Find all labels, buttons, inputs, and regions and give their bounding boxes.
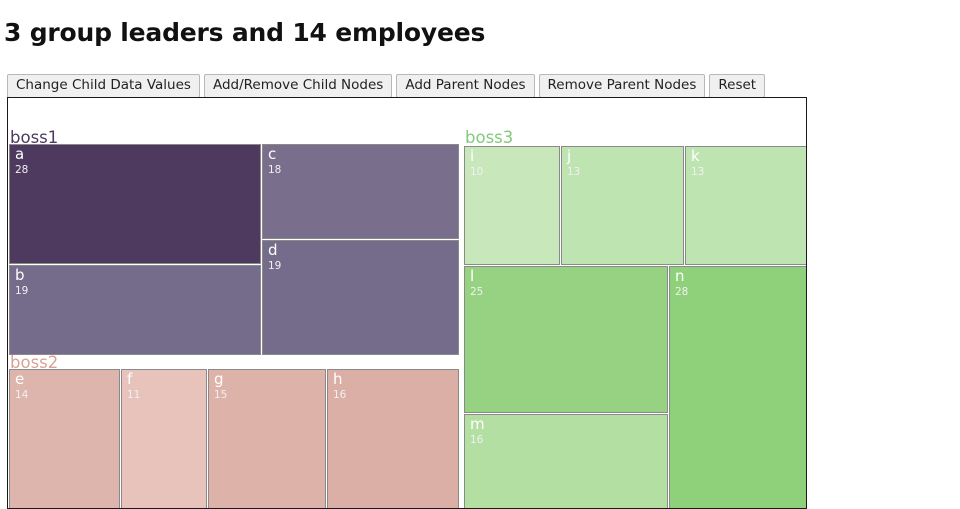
treemap-chart[interactable]: boss1 a 28 b 19 c 18 d 19 boss2 e 14 f 11 g 15 h 16 boss3 i… xyxy=(7,97,807,509)
cell-label: n xyxy=(675,267,685,285)
treemap-group-boss3[interactable]: boss3 i 10 j 13 k 13 l 25 m 16 n 28 xyxy=(463,122,806,508)
treemap-group-boss1[interactable]: boss1 a 28 b 19 c 18 d 19 xyxy=(8,122,460,355)
treemap-cell-m[interactable]: m 16 xyxy=(464,414,668,508)
change-child-data-values-button[interactable]: Change Child Data Values xyxy=(7,74,200,98)
cell-label: f xyxy=(127,370,133,388)
cell-label: l xyxy=(470,267,475,285)
cell-value: 25 xyxy=(470,286,484,298)
treemap-cell-d[interactable]: d 19 xyxy=(262,240,459,355)
cell-value: 11 xyxy=(127,389,141,401)
group-label-boss2: boss2 xyxy=(10,353,59,372)
treemap-cell-c[interactable]: c 18 xyxy=(262,144,459,239)
cell-label: b xyxy=(15,266,25,284)
cell-value: 10 xyxy=(470,166,484,178)
treemap-cell-g[interactable]: g 15 xyxy=(208,369,326,508)
treemap-cell-j[interactable]: j 13 xyxy=(561,146,684,265)
cell-value: 16 xyxy=(333,389,347,401)
cell-value: 19 xyxy=(15,285,29,297)
cell-value: 28 xyxy=(15,164,29,176)
page-title: 3 group leaders and 14 employees xyxy=(4,18,486,47)
reset-button[interactable]: Reset xyxy=(709,74,766,98)
cell-label: a xyxy=(15,145,25,163)
cell-value: 13 xyxy=(567,166,581,178)
cell-label: c xyxy=(268,145,277,163)
treemap-cell-n[interactable]: n 28 xyxy=(669,266,806,508)
treemap-cell-k[interactable]: k 13 xyxy=(685,146,806,265)
cell-label: e xyxy=(15,370,25,388)
cell-value: 14 xyxy=(15,389,29,401)
cell-value: 15 xyxy=(214,389,228,401)
treemap-cell-a[interactable]: a 28 xyxy=(9,144,261,264)
cell-label: h xyxy=(333,370,343,388)
add-parent-nodes-button[interactable]: Add Parent Nodes xyxy=(396,74,535,98)
cell-label: d xyxy=(268,241,278,259)
cell-value: 19 xyxy=(268,260,282,272)
group-label-boss1: boss1 xyxy=(10,128,59,147)
cell-label: m xyxy=(470,415,485,433)
cell-value: 18 xyxy=(268,164,282,176)
treemap-cell-i[interactable]: i 10 xyxy=(464,146,560,265)
cell-label: k xyxy=(691,147,700,165)
treemap-group-boss2[interactable]: boss2 e 14 f 11 g 15 h 16 xyxy=(8,347,460,508)
toolbar: Change Child Data Values Add/Remove Child… xyxy=(7,74,766,98)
cell-label: i xyxy=(470,147,475,165)
add-remove-child-nodes-button[interactable]: Add/Remove Child Nodes xyxy=(203,74,393,98)
cell-label: j xyxy=(567,147,572,165)
treemap-cell-l[interactable]: l 25 xyxy=(464,266,668,413)
cell-value: 13 xyxy=(691,166,705,178)
treemap-cell-e[interactable]: e 14 xyxy=(9,369,120,508)
treemap-cell-h[interactable]: h 16 xyxy=(327,369,459,508)
treemap-cell-f[interactable]: f 11 xyxy=(121,369,207,508)
remove-parent-nodes-button[interactable]: Remove Parent Nodes xyxy=(538,74,706,98)
cell-value: 16 xyxy=(470,434,484,446)
treemap-cell-b[interactable]: b 19 xyxy=(9,265,261,355)
cell-label: g xyxy=(214,370,224,388)
group-label-boss3: boss3 xyxy=(465,128,514,147)
cell-value: 28 xyxy=(675,286,689,298)
